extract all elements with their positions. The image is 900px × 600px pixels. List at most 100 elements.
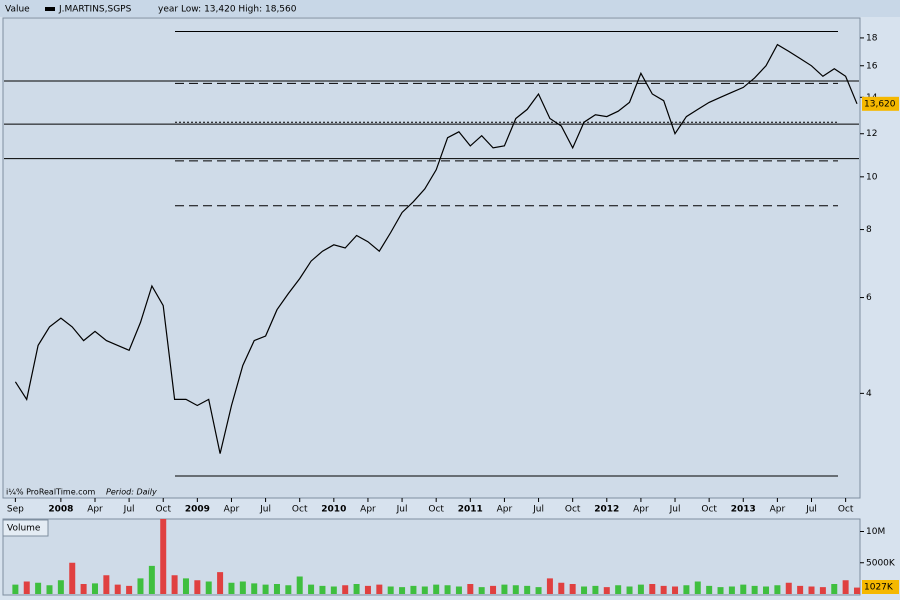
- header-bar: [0, 0, 900, 17]
- volume-bar: [569, 584, 576, 594]
- volume-bar: [615, 585, 622, 594]
- plot-area: [2, 17, 861, 499]
- volume-bar: [273, 584, 280, 594]
- x-tick-label: Oct: [292, 505, 308, 515]
- chart-title: Value: [5, 5, 30, 15]
- x-tick-label: Oct: [428, 505, 444, 515]
- volume-title: Volume: [7, 524, 41, 534]
- volume-bar: [603, 587, 610, 594]
- y-tick-label: 16: [866, 61, 878, 71]
- volume-bar: [433, 584, 440, 594]
- y-tick-label: 5000K: [866, 558, 896, 568]
- x-tick-label: Jul: [532, 505, 544, 515]
- last-value-label: 13,620: [864, 99, 896, 109]
- period-note: Period: Daily: [106, 488, 157, 497]
- volume-bar: [797, 585, 804, 594]
- volume-bar: [592, 585, 599, 594]
- volume-bar: [467, 584, 474, 594]
- x-tick-label: Apr: [224, 505, 240, 515]
- x-tick-label: 2011: [458, 505, 483, 515]
- volume-bar: [558, 582, 565, 594]
- volume-bar: [672, 586, 679, 594]
- volume-bar: [740, 584, 747, 594]
- volume-bar: [353, 584, 360, 594]
- volume-bar: [12, 584, 19, 594]
- x-tick-label: Apr: [497, 505, 513, 515]
- x-tick-label: Jul: [123, 505, 135, 515]
- volume-header: [2, 519, 49, 537]
- x-tick-label: Oct: [565, 505, 581, 515]
- price-line: [14, 43, 858, 454]
- x-tick-label: Sep: [7, 505, 24, 515]
- volume-bar: [785, 582, 792, 594]
- volume-bar: [228, 582, 235, 594]
- volume-bar: [683, 585, 690, 594]
- volume-bar: [171, 575, 178, 594]
- volume-bar: [194, 580, 201, 594]
- volume-bar: [831, 584, 838, 594]
- volume-bar: [296, 576, 303, 594]
- volume-bar: [478, 587, 485, 594]
- y-tick-label: 18: [866, 33, 878, 43]
- volume-bar: [637, 584, 644, 594]
- volume-bar: [69, 562, 76, 594]
- volume-bar: [387, 586, 394, 594]
- volume-bar: [763, 586, 770, 594]
- volume-bar: [103, 575, 110, 594]
- volume-bar: [319, 585, 326, 594]
- volume-bar: [581, 586, 588, 594]
- volume-bar: [160, 519, 167, 594]
- volume-area: [2, 518, 861, 596]
- y-tick-label: 6: [866, 293, 872, 303]
- volume-bar: [455, 586, 462, 594]
- volume-bar: [35, 582, 42, 594]
- volume-bar: [660, 585, 667, 594]
- volume-bar: [114, 584, 121, 594]
- volume-bar: [23, 581, 30, 594]
- volume-bar: [490, 585, 497, 594]
- volume-bar: [205, 581, 212, 594]
- volume-bar: [546, 578, 553, 594]
- source-note: i¼% ProRealTime.com: [6, 488, 95, 497]
- volume-bar: [308, 584, 315, 594]
- last-value-box: [862, 580, 899, 594]
- x-tick-label: Jul: [669, 505, 681, 515]
- x-tick-label: Apr: [770, 505, 786, 515]
- volume-bar: [808, 586, 815, 594]
- volume-bar: [364, 585, 371, 594]
- legend-swatch: [45, 7, 55, 11]
- y-tick-label: 12: [866, 129, 877, 139]
- x-tick-label: Jul: [805, 505, 817, 515]
- volume-bar: [421, 586, 428, 594]
- volume-bar: [330, 586, 337, 594]
- x-tick-label: Oct: [838, 505, 854, 515]
- volume-bar: [444, 585, 451, 594]
- volume-bar: [751, 585, 758, 594]
- x-tick-label: Oct: [155, 505, 171, 515]
- y-tick-label: 4: [866, 389, 872, 399]
- volume-bar: [251, 583, 258, 594]
- volume-bar: [376, 584, 383, 594]
- volume-bar: [501, 584, 508, 594]
- x-tick-label: 2010: [321, 505, 346, 515]
- x-tick-label: 2008: [48, 505, 73, 515]
- volume-bar: [262, 584, 269, 594]
- volume-bar: [217, 572, 224, 594]
- x-tick-label: 2009: [185, 505, 210, 515]
- legend-label: J.MARTINS,SGPS: [58, 5, 132, 15]
- volume-bar: [137, 578, 144, 594]
- x-tick-label: Apr: [360, 505, 376, 515]
- volume-bar: [694, 581, 701, 594]
- volume-bar: [91, 583, 98, 594]
- volume-bar: [148, 565, 155, 594]
- volume-bar: [626, 586, 633, 594]
- volume-bar: [239, 581, 246, 594]
- x-tick-label: Jul: [259, 505, 271, 515]
- chart-subtitle: year Low: 13,420 High: 18,560: [158, 5, 297, 15]
- volume-bar: [524, 585, 531, 594]
- x-tick-label: 2013: [731, 505, 756, 515]
- volume-bar: [774, 585, 781, 594]
- volume-bar: [706, 585, 713, 594]
- volume-bar: [728, 586, 735, 594]
